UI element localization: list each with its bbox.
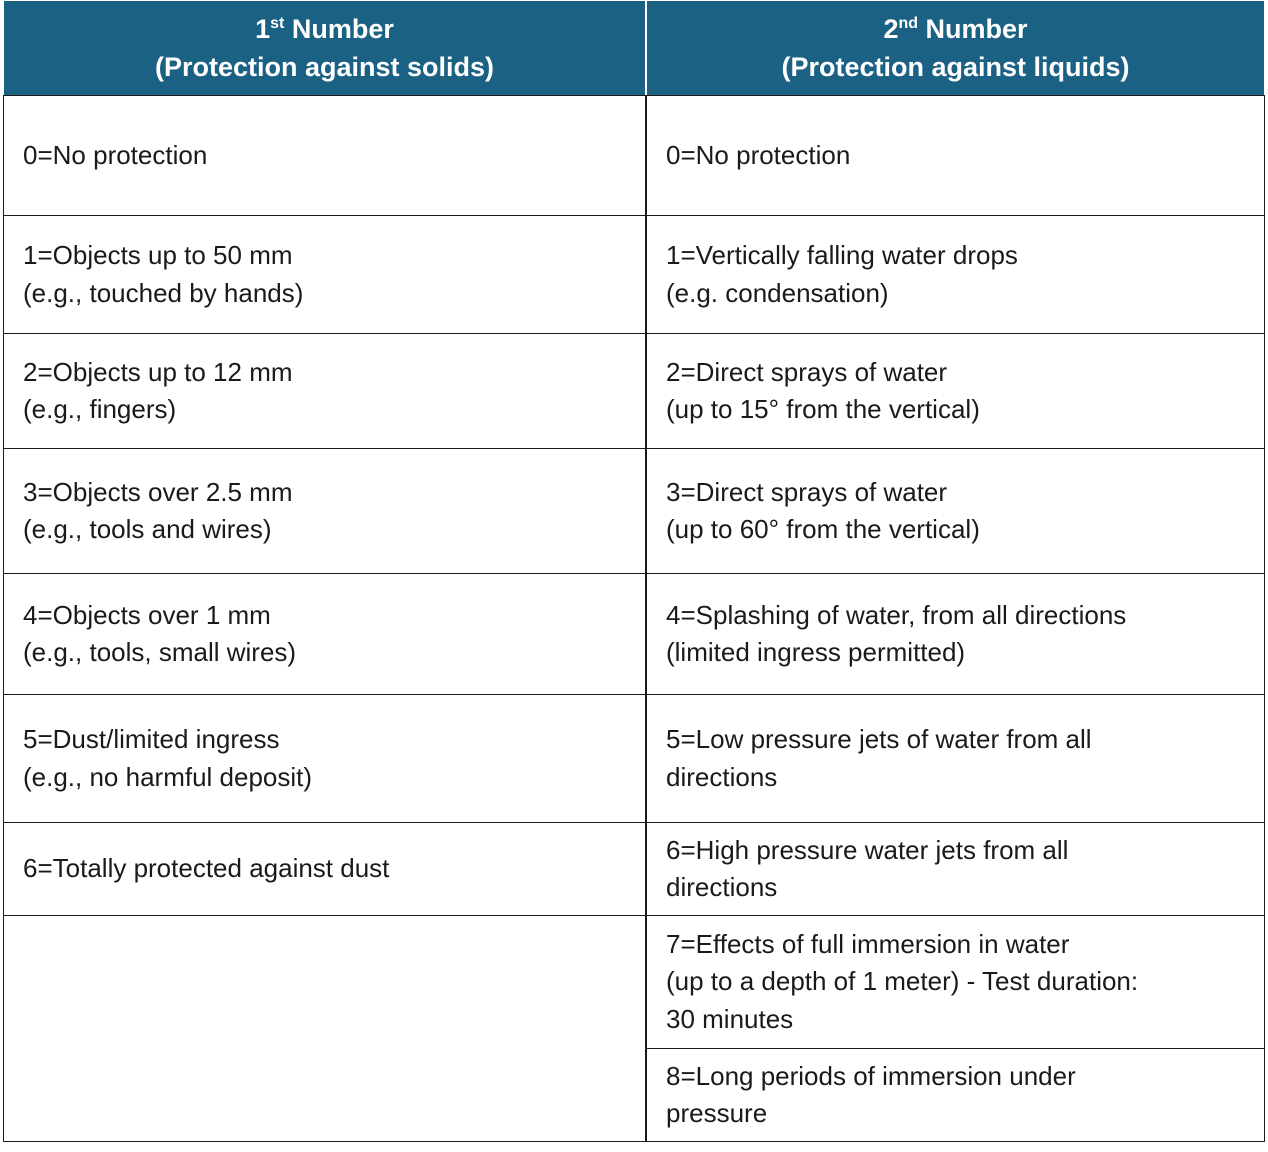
header-label: Number	[925, 14, 1028, 44]
table-cell: 3=Objects over 2.5 mm (e.g., tools and wi…	[3, 448, 646, 574]
table-cell: 6=High pressure water jets from all direc…	[646, 822, 1265, 916]
table-cell: 4=Splashing of water, from all direction…	[646, 573, 1265, 695]
cell-line: (limited ingress permitted)	[666, 637, 966, 667]
cell-line: (e.g., touched by hands)	[23, 277, 304, 308]
header-label: Number	[291, 14, 394, 44]
table-cell: 4=Objects over 1 mm (e.g., tools, small w…	[3, 573, 646, 695]
cell-line: 3=Objects over 2.5 mm	[23, 476, 293, 507]
cell-line: 6=High pressure water jets from all	[666, 834, 1069, 865]
header-title: 2nd Number	[883, 10, 1027, 48]
table-cell: 0=No protection	[3, 95, 646, 216]
table-cell: 1=Vertically falling water drops (e.g. co…	[646, 215, 1265, 334]
cell-line: (up to 15° from the vertical)	[666, 394, 980, 424]
empty-cell	[3, 915, 646, 1142]
cell-line: (up to a depth of 1 meter) - Test durati…	[666, 966, 1139, 997]
cell-line: 2=Direct sprays of water	[666, 356, 948, 387]
header-subtitle: (Protection against solids)	[154, 52, 495, 82]
cell-line: (e.g., fingers)	[23, 394, 177, 424]
cell-line: 3=Direct sprays of water	[666, 476, 948, 507]
cell-line: 30 minutes	[666, 1003, 794, 1034]
cell-line: 5=Dust/limited ingress	[23, 724, 280, 754]
table-cell: 7=Effects of full immersion in water (up …	[646, 915, 1265, 1049]
cell-line: 5=Low pressure jets of water from all	[666, 724, 1092, 754]
cell-line: 1=Objects up to 50 mm	[23, 240, 293, 270]
table-cell: 8=Long periods of immersion under pressur…	[646, 1048, 1265, 1142]
cell-line: (e.g. condensation)	[666, 277, 889, 308]
cell-line: directions	[666, 761, 778, 792]
ordinal-suffix: st	[270, 15, 285, 32]
cell-line: 8=Long periods of immersion under	[666, 1060, 1076, 1091]
header-subtitle: (Protection against liquids)	[781, 52, 1130, 82]
header-cell: 1st Number (Protection against solids)	[3, 0, 646, 96]
cell-line: 4=Splashing of water, from all direction…	[666, 599, 1127, 630]
cell-line: 4=Objects over 1 mm	[23, 599, 271, 630]
ordinal-suffix: nd	[898, 15, 919, 32]
cell-line: (e.g., tools and wires)	[23, 514, 272, 544]
header-title: 1st Number	[255, 10, 394, 48]
cell-line: directions	[666, 872, 778, 902]
cell-line: (e.g., tools, small wires)	[23, 637, 297, 667]
cell-line: pressure	[666, 1098, 768, 1128]
table-cell: 2=Direct sprays of water (up to 15° from …	[646, 333, 1265, 449]
cell-line: (up to 60° from the vertical)	[666, 514, 980, 544]
ordinal: 2	[883, 14, 899, 44]
cell-line: 2=Objects up to 12 mm	[23, 356, 293, 387]
table-cell: 6=Totally protected against dust	[3, 822, 646, 916]
header-cell: 2nd Number (Protection against liquids)	[646, 0, 1265, 96]
table-cell: 0=No protection	[646, 95, 1265, 216]
table-cell: 5=Dust/limited ingress (e.g., no harmful …	[3, 694, 646, 823]
cell-line: 0=No protection	[23, 139, 208, 170]
table-cell: 5=Low pressure jets of water from all dir…	[646, 694, 1265, 823]
cell-line: 0=No protection	[666, 139, 851, 170]
table-cell: 1=Objects up to 50 mm (e.g., touched by h…	[3, 215, 646, 334]
table-cell: 2=Objects up to 12 mm (e.g., fingers)	[3, 333, 646, 449]
table-cell: 3=Direct sprays of water (up to 60° from …	[646, 448, 1265, 574]
cell-line: 6=Totally protected against dust	[23, 853, 390, 884]
ordinal: 1	[255, 14, 271, 44]
cell-line: (e.g., no harmful deposit)	[23, 761, 313, 792]
cell-line: 7=Effects of full immersion in water	[666, 928, 1070, 959]
cell-line: 1=Vertically falling water drops	[666, 240, 1018, 270]
